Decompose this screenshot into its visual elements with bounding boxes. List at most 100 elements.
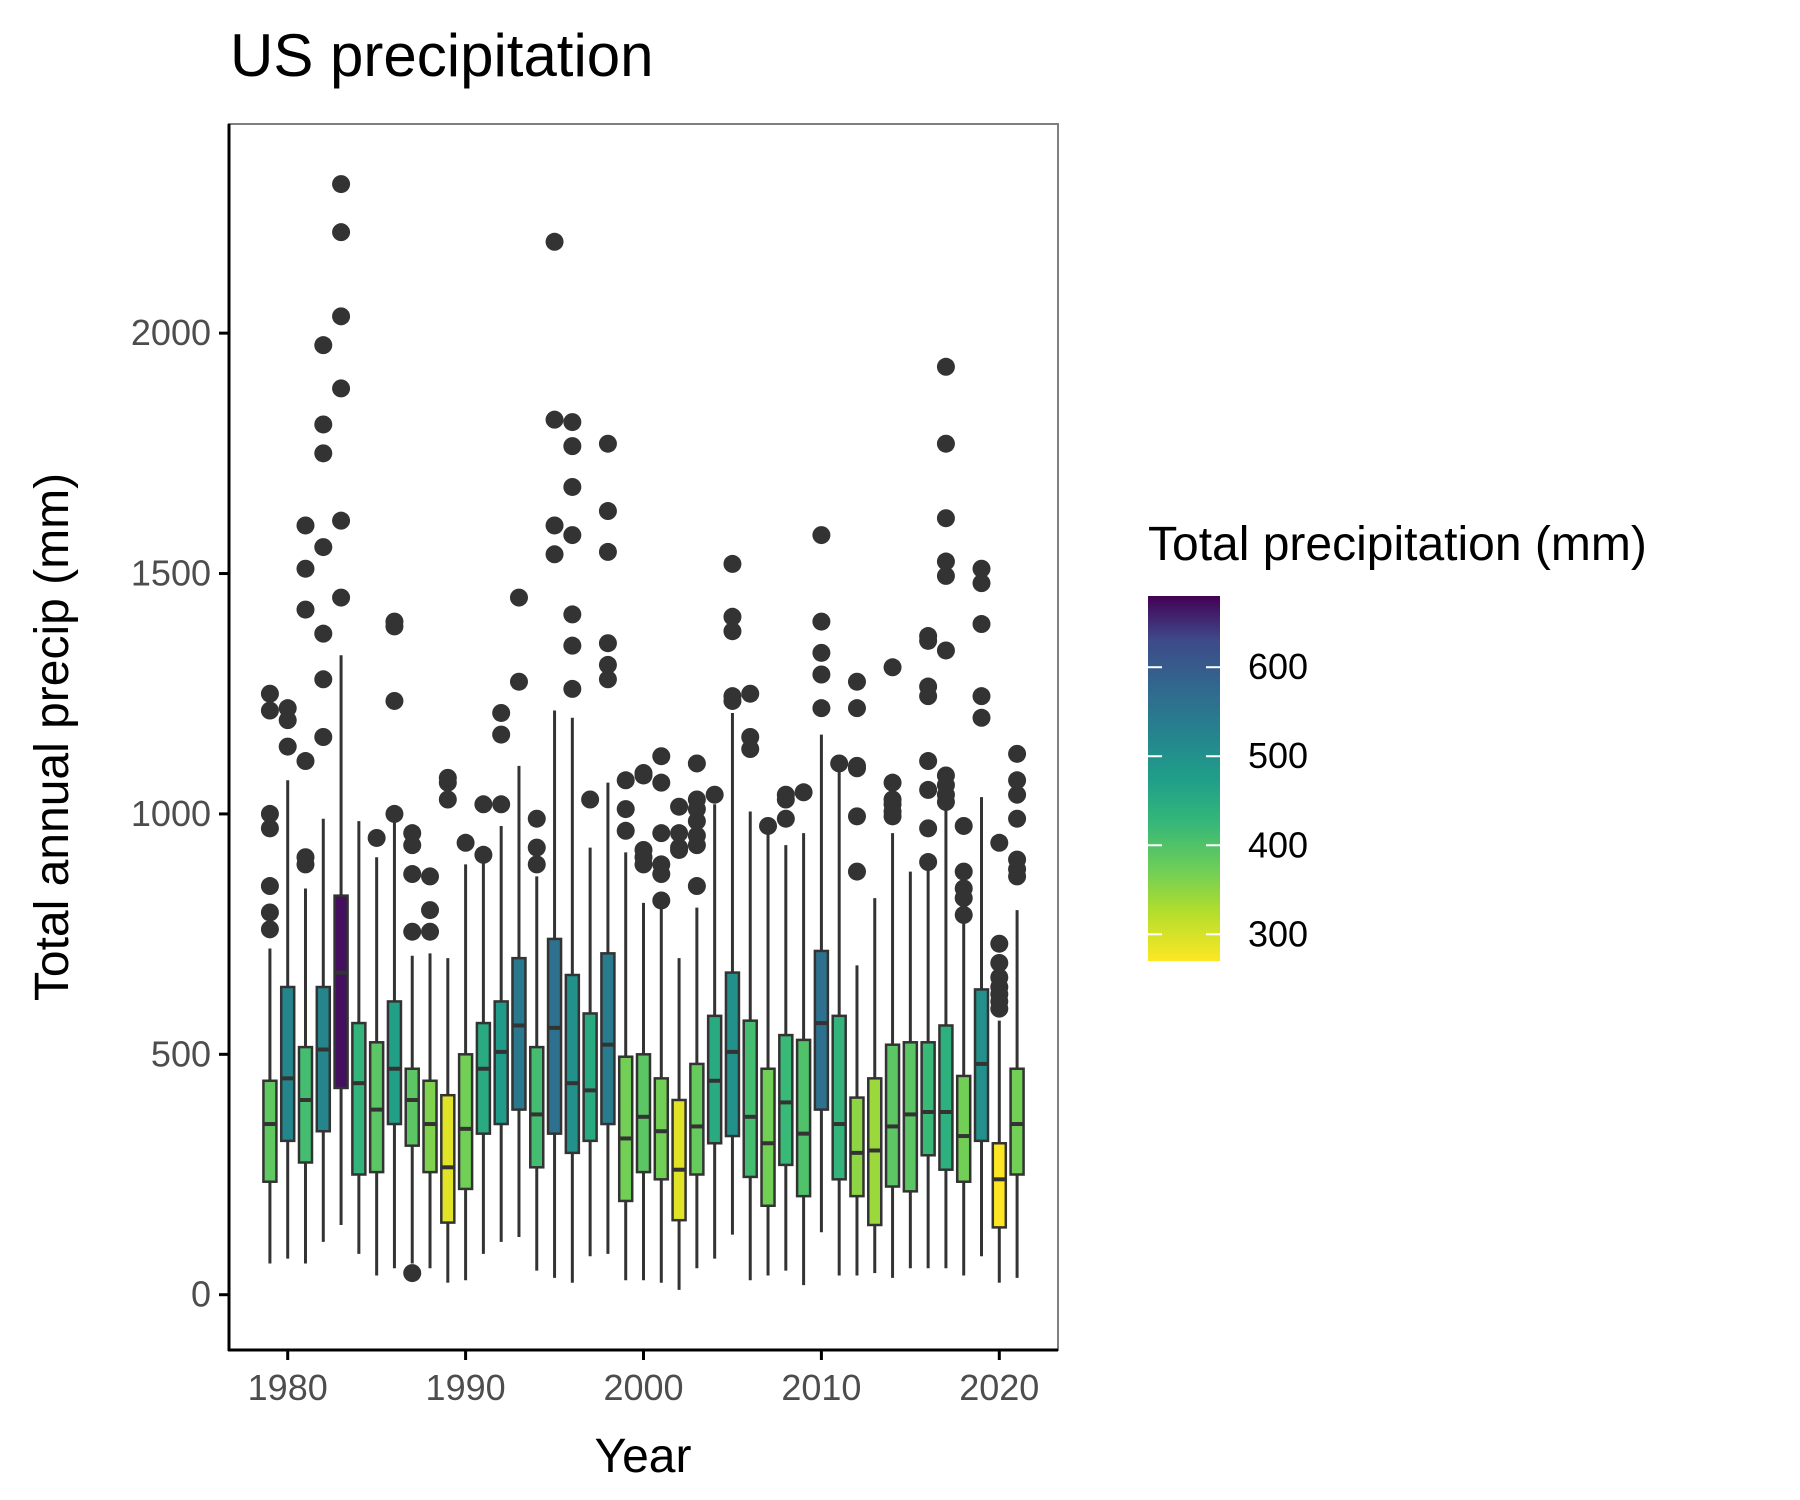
box-body — [955, 1074, 972, 1183]
box-body — [635, 1053, 652, 1174]
box-1995 — [545, 232, 564, 1278]
box-1987 — [403, 824, 422, 1283]
x-tick-label: 2000 — [603, 1367, 683, 1408]
outlier-point — [972, 615, 991, 634]
outlier-point — [954, 816, 973, 835]
box-1989 — [438, 768, 457, 1283]
box-1985 — [367, 828, 386, 1276]
box-1991 — [474, 795, 493, 1254]
outlier-point — [527, 809, 546, 828]
outlier-point — [687, 754, 706, 773]
y-axis-ticks: 0 500 1000 1500 2000 — [131, 312, 229, 1315]
box-body — [351, 1021, 367, 1176]
box-2007 — [759, 816, 778, 1276]
outlier-point — [332, 175, 351, 194]
outlier-point — [936, 566, 955, 585]
outlier-point — [847, 807, 866, 826]
outlier-point — [652, 891, 671, 910]
box-2017 — [936, 357, 955, 1269]
outlier-point — [883, 790, 902, 809]
outlier-point — [954, 905, 973, 924]
outlier-point — [990, 953, 1009, 972]
box-body — [315, 985, 332, 1133]
box-body — [529, 1045, 545, 1169]
outlier-point — [545, 410, 564, 429]
outlier-point — [563, 679, 582, 698]
box-1981 — [296, 516, 315, 1264]
box-2001 — [652, 747, 671, 1283]
box-1996 — [563, 413, 582, 1283]
outlier-point — [403, 865, 422, 884]
outlier-point — [652, 773, 671, 792]
outlier-point — [936, 509, 955, 528]
box-body — [902, 1041, 919, 1193]
box-1997 — [581, 790, 600, 1257]
outlier-point — [794, 783, 813, 802]
box-1990 — [456, 833, 475, 1281]
box-1982 — [314, 336, 333, 1242]
outlier-point — [919, 752, 938, 771]
outlier-point — [492, 795, 511, 814]
box-2000 — [634, 764, 653, 1281]
outlier-point — [403, 1264, 422, 1283]
outlier-point — [705, 785, 724, 804]
box-body — [813, 949, 830, 1111]
legend-tick-label: 400 — [1248, 824, 1308, 865]
outlier-point — [492, 725, 511, 744]
box-body — [582, 1012, 598, 1143]
outlier-point — [296, 516, 315, 535]
x-tick-label: 2020 — [959, 1367, 1039, 1408]
outlier-point — [652, 747, 671, 766]
outlier-point — [421, 867, 440, 886]
outlier-point — [385, 804, 404, 823]
outlier-point — [421, 901, 440, 920]
outlier-point — [509, 588, 528, 607]
box-2004 — [705, 785, 724, 1259]
box-body — [368, 1041, 385, 1174]
box-body — [938, 1024, 954, 1171]
box-body — [600, 952, 616, 1126]
outlier-point — [332, 223, 351, 242]
box-2011 — [830, 754, 849, 1276]
outlier-point — [1008, 809, 1027, 828]
outlier-point — [687, 826, 706, 845]
outlier-point — [652, 855, 671, 874]
outlier-point — [438, 790, 457, 809]
box-body — [920, 1041, 936, 1157]
outlier-point — [598, 502, 617, 521]
outlier-point — [812, 665, 831, 684]
outlier-point — [723, 554, 742, 573]
y-axis-title: Total annual precip (mm) — [26, 473, 79, 1001]
outlier-point — [260, 877, 279, 896]
box-1980 — [278, 699, 297, 1259]
outlier-point — [314, 336, 333, 355]
box-body — [564, 973, 581, 1155]
x-axis-title: Year — [595, 1430, 692, 1483]
outlier-point — [670, 824, 689, 843]
outlier-point — [936, 766, 955, 785]
box-body — [795, 1038, 812, 1198]
y-tick-label: 1000 — [131, 793, 211, 834]
outlier-point — [332, 379, 351, 398]
outlier-point — [990, 934, 1009, 953]
outlier-point — [260, 804, 279, 823]
outlier-point — [581, 790, 600, 809]
box-2014 — [883, 658, 902, 1278]
outlier-point — [296, 559, 315, 578]
outlier-point — [563, 437, 582, 456]
outlier-point — [723, 687, 742, 706]
boxes-layer — [260, 175, 1027, 1290]
outlier-point — [883, 658, 902, 677]
outlier-point — [260, 819, 279, 838]
y-tick-label: 500 — [151, 1033, 211, 1074]
legend: Total precipitation (mm) 300 400 500 600 — [1148, 518, 1647, 961]
outlier-point — [598, 542, 617, 561]
outlier-point — [456, 833, 475, 852]
box-2003 — [687, 754, 706, 1269]
outlier-point — [616, 771, 635, 790]
outlier-point — [278, 737, 297, 756]
x-axis-ticks: 1980 1990 2000 2010 2020 — [248, 1350, 1039, 1408]
y-tick-label: 0 — [191, 1274, 211, 1315]
outlier-point — [812, 643, 831, 662]
outlier-point — [812, 612, 831, 631]
